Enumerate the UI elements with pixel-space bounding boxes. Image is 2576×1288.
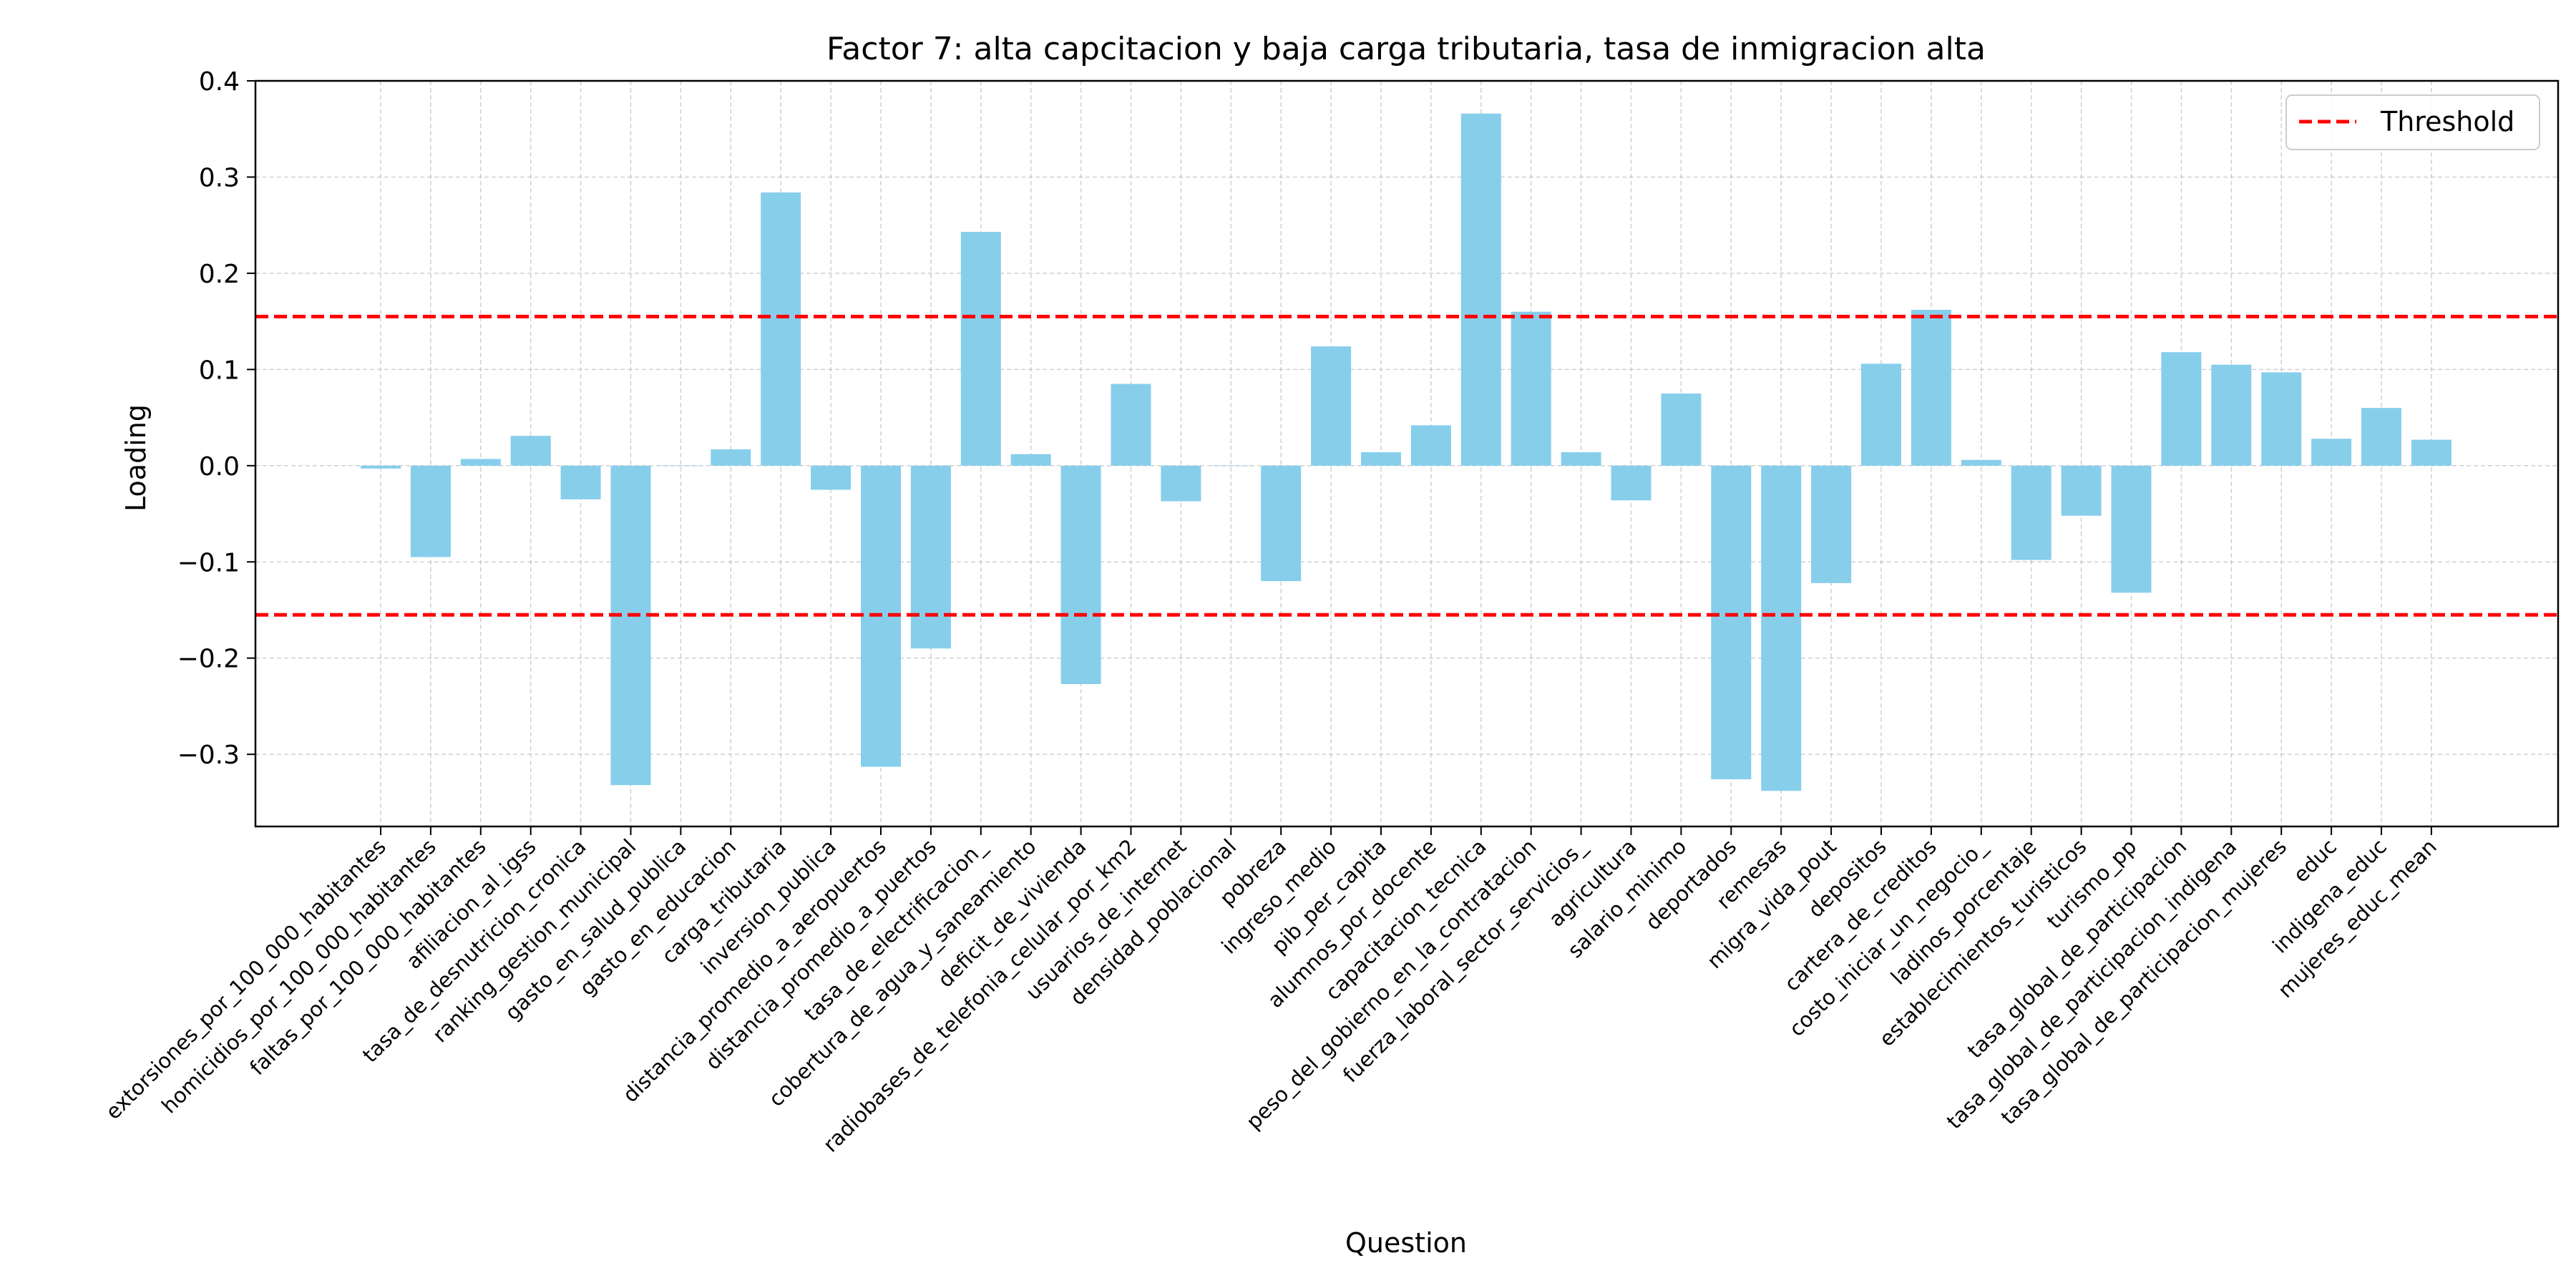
y-tick-label: −0.2	[177, 645, 240, 674]
bar	[1611, 465, 1652, 501]
bar	[761, 192, 801, 466]
y-tick-label: −0.3	[177, 741, 240, 770]
bar	[1511, 311, 1551, 466]
chart-title: Factor 7: alta capcitacion y baja carga …	[826, 31, 1986, 67]
bar	[2061, 465, 2102, 516]
bars	[361, 113, 2451, 791]
plot-frame	[254, 79, 2560, 828]
bar	[1811, 465, 1852, 583]
bar	[1161, 465, 1201, 502]
bar	[1261, 465, 1302, 582]
bar	[711, 449, 751, 466]
bar	[1561, 452, 1601, 466]
y-tick-label: 0.2	[199, 260, 240, 289]
bar	[910, 465, 951, 649]
y-axis-label: Loading	[120, 404, 152, 512]
bar	[1460, 113, 1501, 466]
bar	[2261, 372, 2302, 466]
bar	[1060, 465, 1101, 685]
bar	[2361, 408, 2401, 466]
bar	[1111, 384, 1151, 466]
legend-frame	[2285, 94, 2540, 150]
bar	[361, 465, 401, 469]
y-tick-label: 0.1	[199, 356, 240, 385]
bar	[1661, 393, 1702, 466]
y-tick-label: 0.3	[199, 163, 240, 192]
bar	[1761, 465, 1802, 791]
bar	[1410, 425, 1451, 466]
threshold-lines	[255, 314, 2558, 617]
bar	[2411, 439, 2451, 466]
bar	[1911, 309, 1951, 466]
y-tick-label: 0.0	[199, 452, 240, 482]
bar	[410, 465, 451, 557]
bar	[1361, 452, 1401, 466]
bar	[960, 232, 1001, 466]
bar	[610, 465, 651, 786]
bar	[2161, 352, 2202, 466]
bar	[1010, 454, 1051, 466]
bar	[2311, 439, 2352, 466]
bar	[660, 465, 701, 467]
bar	[460, 459, 501, 466]
bar	[1961, 459, 2001, 466]
y-tick-label: −0.1	[177, 548, 240, 577]
x-axis-label: Question	[1345, 1227, 1467, 1259]
bar	[2111, 465, 2152, 593]
bar	[1711, 465, 1752, 780]
bar	[2011, 465, 2051, 560]
bar	[560, 465, 601, 499]
legend-threshold-label: Threshold	[2380, 106, 2514, 137]
bar	[2211, 364, 2252, 466]
bar	[1311, 346, 1352, 466]
bar	[811, 465, 852, 490]
legend: Threshold	[2285, 94, 2540, 150]
y-axis: −0.3 −0.2 −0.1 0.0 0.1 0.2 0.3 0.4	[177, 67, 255, 770]
bar	[1861, 364, 1901, 466]
bar	[510, 436, 551, 466]
y-tick-label: 0.4	[199, 67, 240, 97]
bar	[1211, 465, 1252, 467]
